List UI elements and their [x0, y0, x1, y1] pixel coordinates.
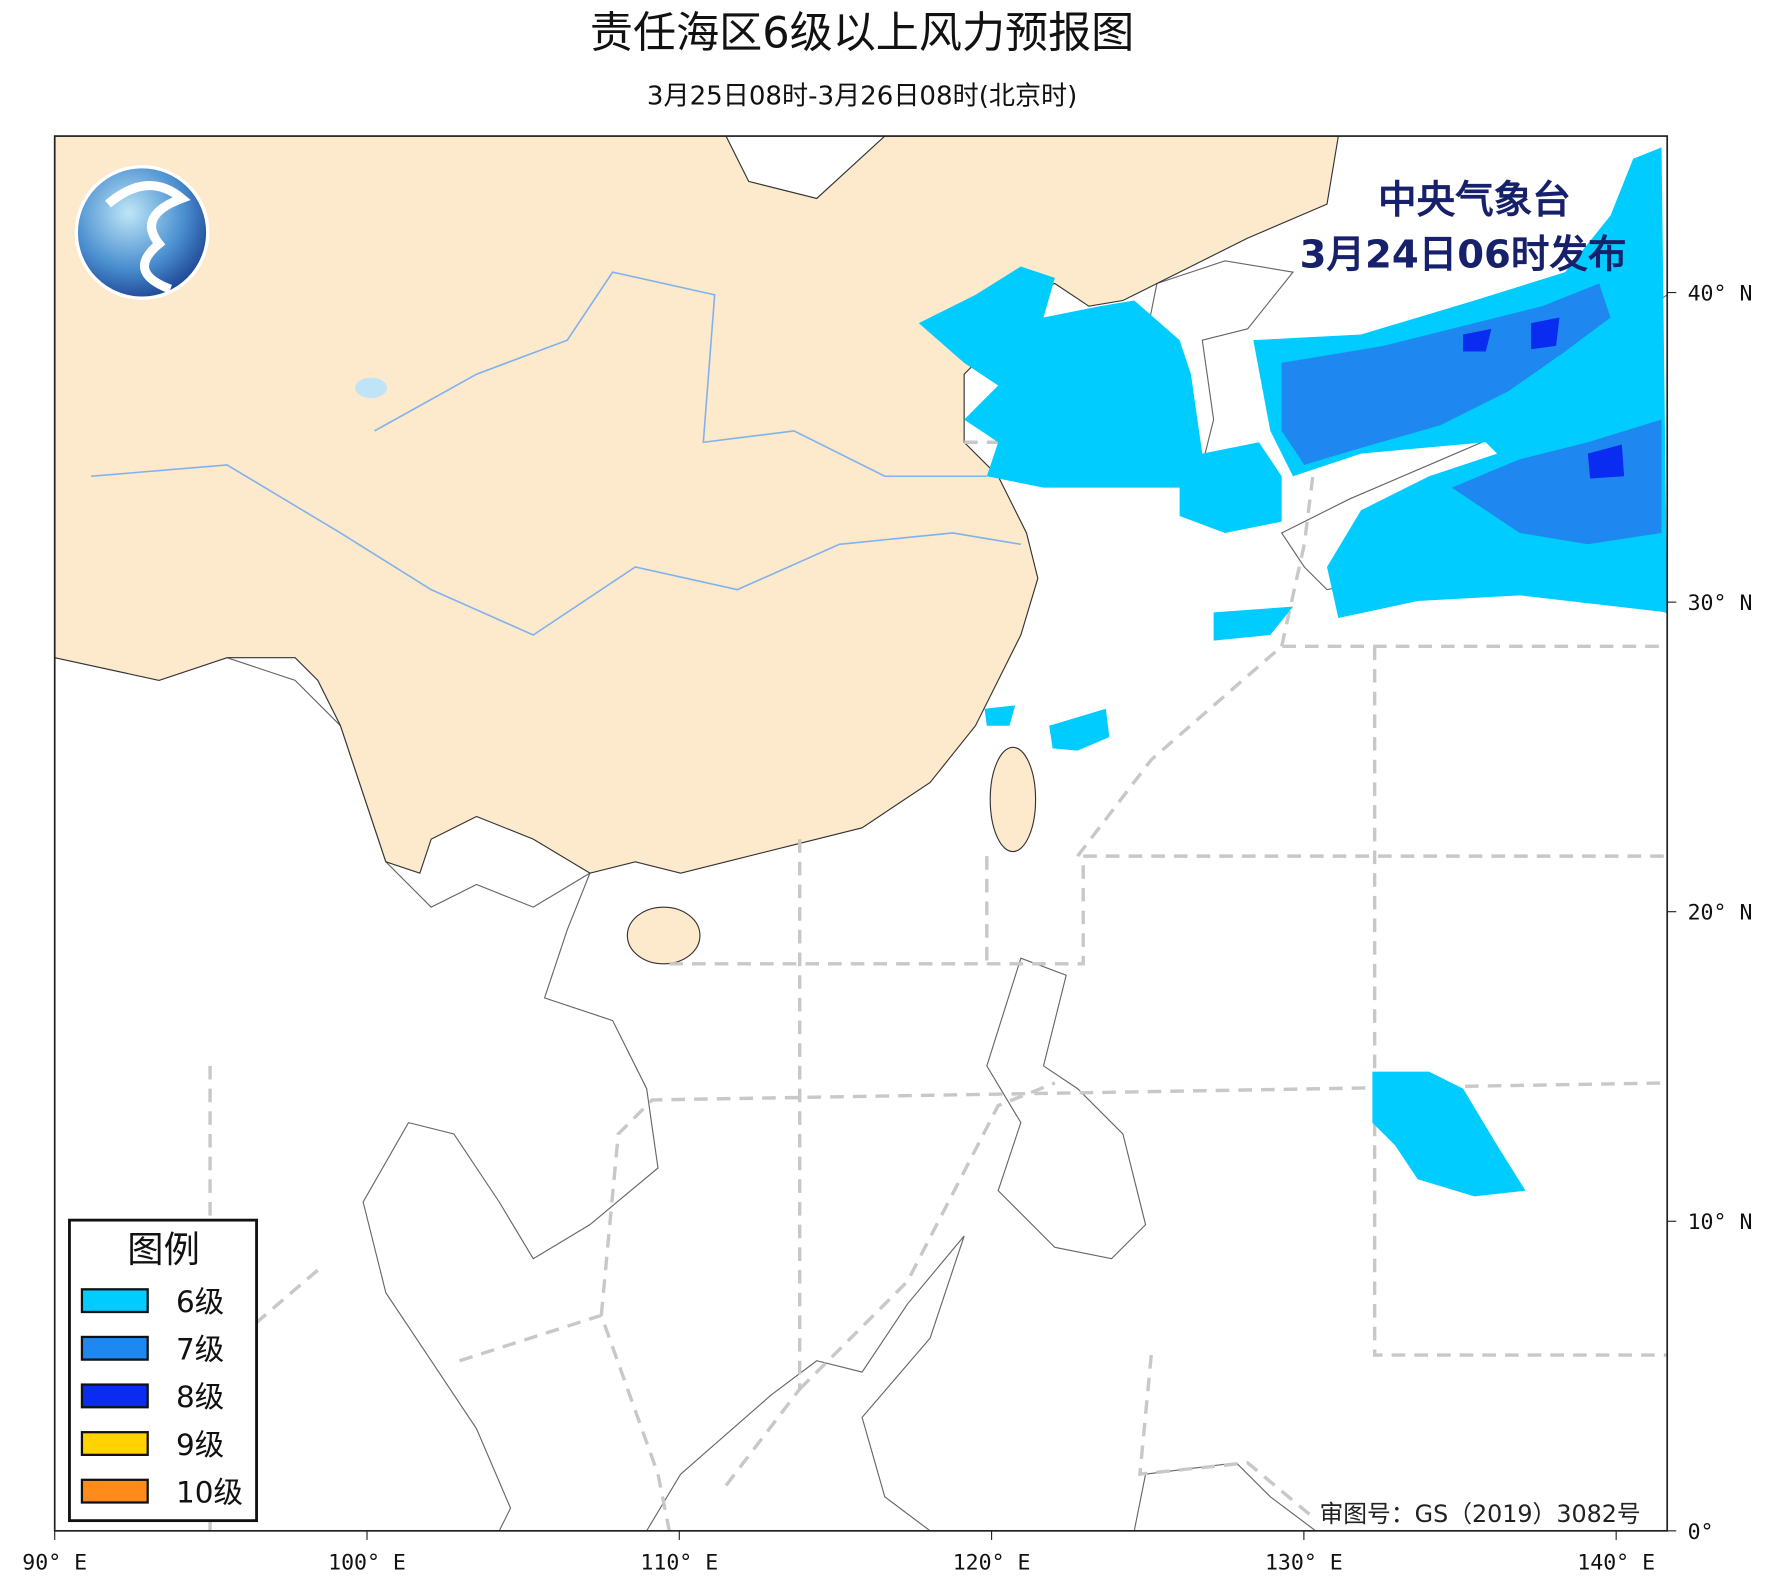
sulawesi [1133, 1462, 1317, 1531]
x-tick-label: 140° E [1577, 1550, 1655, 1575]
wind-areas [918, 147, 1668, 1197]
subtitle: 3月25日08时-3月26日08时(北京时) [647, 81, 1077, 111]
wind-area-6 [918, 266, 1282, 533]
x-tick-label: 130° E [1265, 1550, 1343, 1575]
y-tick-label: 40° N [1688, 281, 1753, 306]
x-tick-label: 110° E [640, 1550, 718, 1575]
china-land [54, 136, 1339, 874]
legend-swatch [80, 1431, 149, 1456]
legend-label: 8级 [176, 1380, 224, 1414]
river [374, 271, 987, 478]
philippines [986, 957, 1147, 1260]
legend-label: 7级 [176, 1333, 224, 1367]
legend: 图例 6级 7级 8级 9级 10级 [68, 1218, 258, 1523]
x-tick-label: 120° E [953, 1550, 1031, 1575]
legend-label: 9级 [176, 1428, 224, 1462]
wind-area-8 [1463, 317, 1625, 479]
y-tick-label: 10° N [1688, 1210, 1753, 1235]
issuer-name: 中央气象台 [1378, 178, 1571, 223]
y-tick-label: 0° [1688, 1520, 1714, 1545]
x-tick-label: 90° E [22, 1550, 87, 1575]
lake [355, 377, 387, 399]
title: 责任海区6级以上风力预报图 [590, 9, 1134, 59]
logo-mark [105, 181, 191, 294]
legend-swatch [80, 1288, 149, 1314]
axis-labels: 90° E 100° E 110° E 120° E 130° E 140° E 0° 10°… [22, 281, 1752, 1575]
legend-title: 图例 [127, 1228, 200, 1271]
map-body [54, 136, 1668, 1531]
y-tick-label: 20° N [1688, 901, 1753, 926]
wind-area-6 [984, 606, 1293, 751]
approval-number: 审图号：GS（2019）3082号 [1319, 1500, 1640, 1528]
map-frame [53, 135, 1669, 1532]
issue-time: 3月24日06时发布 [1300, 233, 1627, 278]
legend-swatch [80, 1383, 149, 1409]
x-tick-label: 100° E [328, 1550, 406, 1575]
legend-box [68, 1218, 258, 1523]
legend-label: 6级 [176, 1285, 224, 1319]
legend-swatch [80, 1478, 149, 1504]
wind-area-7 [1281, 283, 1662, 545]
taiwan [989, 746, 1037, 853]
y-tick-label: 30° N [1688, 591, 1753, 616]
legend-swatch [80, 1335, 149, 1361]
wind-area-6 [1372, 1071, 1526, 1197]
hainan [626, 906, 701, 965]
river [90, 464, 1021, 636]
legend-label: 10级 [176, 1475, 243, 1509]
